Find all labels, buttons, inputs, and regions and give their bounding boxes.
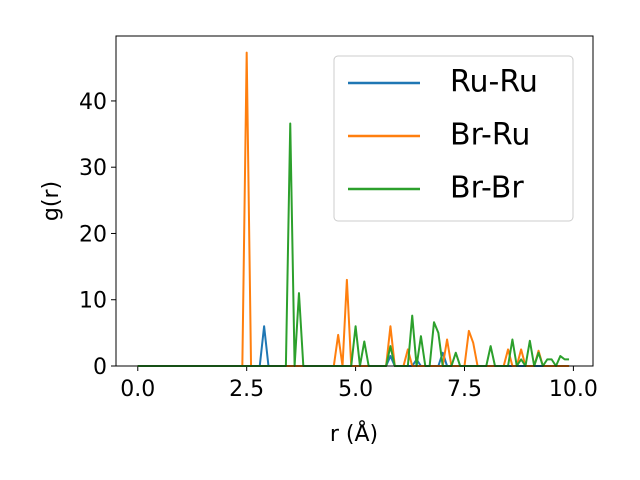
x-tick-label: 10.0 [549,377,598,402]
y-axis-label: g(r) [39,181,64,221]
legend-box [333,55,574,222]
plot-frame [115,35,594,367]
y-tick-label: 30 [79,156,107,181]
x-tick-label: 7.5 [447,377,482,402]
legend-label: Br-Ru [450,118,530,153]
x-tick-label: 0.0 [120,377,155,402]
y-tick-label: 10 [79,289,107,314]
legend-label: Br-Br [450,171,524,206]
legend-label: Ru-Ru [450,65,538,100]
x-tick-label: 2.5 [229,377,264,402]
y-tick-label: 20 [79,222,107,247]
x-tick-label: 5.0 [338,377,373,402]
y-tick-label: 40 [79,90,107,115]
x-axis-label: r (Å) [330,420,378,447]
y-tick-label: 0 [93,355,107,380]
